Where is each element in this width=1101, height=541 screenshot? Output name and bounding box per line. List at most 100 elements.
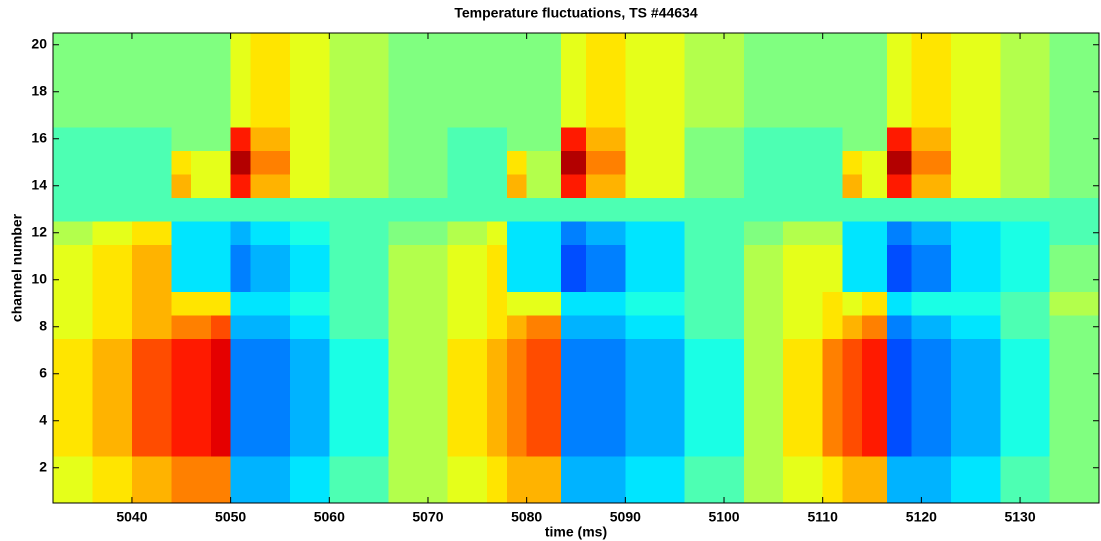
- heatmap-cell: [526, 150, 547, 175]
- heatmap-cell: [561, 127, 587, 152]
- heatmap-cell: [250, 385, 291, 410]
- heatmap-cell: [743, 432, 784, 457]
- heatmap-cell: [842, 409, 863, 434]
- heatmap-cell: [191, 80, 212, 105]
- heatmap-cell: [822, 174, 844, 199]
- heatmap-cell: [171, 33, 192, 58]
- heatmap-cell: [53, 315, 94, 340]
- heatmap-cell: [230, 33, 251, 58]
- y-tick-label: 20: [31, 35, 47, 51]
- heatmap-cell: [783, 244, 824, 269]
- heatmap-cell: [862, 315, 888, 340]
- heatmap-cell: [53, 33, 94, 58]
- heatmap-cell: [743, 150, 784, 175]
- heatmap-cell: [1000, 385, 1051, 410]
- heatmap-cell: [684, 338, 745, 363]
- heatmap-cell: [171, 174, 192, 199]
- heatmap-cell: [131, 244, 173, 269]
- heatmap-cell: [842, 268, 863, 293]
- heatmap-cell: [546, 197, 562, 222]
- heatmap-cell: [191, 362, 212, 387]
- heatmap-cell: [506, 103, 528, 128]
- heatmap-cell: [585, 479, 626, 504]
- heatmap-cell: [546, 80, 562, 105]
- heatmap-cell: [546, 268, 562, 293]
- heatmap-cell: [53, 56, 94, 81]
- heatmap-cell: [561, 479, 587, 504]
- heatmap-cell: [388, 456, 449, 481]
- heatmap-cell: [950, 103, 1001, 128]
- heatmap-cell: [210, 127, 232, 152]
- heatmap-cell: [1049, 174, 1100, 199]
- heatmap-cell: [191, 150, 212, 175]
- heatmap-cell: [289, 221, 330, 246]
- heatmap-cell: [506, 291, 528, 316]
- heatmap-cell: [388, 221, 449, 246]
- heatmap-cell: [546, 315, 562, 340]
- heatmap-cell: [329, 80, 390, 105]
- heatmap-cell: [684, 127, 745, 152]
- heatmap-cell: [506, 479, 528, 504]
- heatmap-cell: [743, 80, 784, 105]
- heatmap-cell: [743, 456, 784, 481]
- heatmap-cell: [250, 80, 291, 105]
- heatmap-cell: [191, 174, 212, 199]
- heatmap-cell: [447, 127, 488, 152]
- heatmap-cell: [487, 56, 508, 81]
- heatmap-cell: [191, 33, 212, 58]
- heatmap-cell: [171, 244, 192, 269]
- heatmap-cell: [388, 338, 449, 363]
- heatmap-cell: [250, 362, 291, 387]
- heatmap-cell: [585, 221, 626, 246]
- heatmap-cell: [230, 56, 251, 81]
- heatmap-cell: [329, 56, 390, 81]
- heatmap-cell: [53, 268, 94, 293]
- heatmap-cell: [862, 150, 888, 175]
- heatmap-cell: [1000, 268, 1051, 293]
- heatmap-cell: [53, 174, 94, 199]
- heatmap-cell: [862, 221, 888, 246]
- heatmap-cell: [329, 221, 390, 246]
- heatmap-cell: [289, 291, 330, 316]
- heatmap-cell: [743, 479, 784, 504]
- heatmap-cell: [585, 362, 626, 387]
- heatmap-cell: [911, 127, 952, 152]
- heatmap-cell: [1049, 150, 1100, 175]
- heatmap-cell: [783, 33, 824, 58]
- heatmap-cell: [822, 456, 844, 481]
- heatmap-cell: [842, 33, 863, 58]
- heatmap-cell: [487, 174, 508, 199]
- heatmap-cell: [911, 479, 952, 504]
- heatmap-cell: [191, 315, 212, 340]
- heatmap-cell: [388, 385, 449, 410]
- heatmap-cell: [625, 409, 686, 434]
- heatmap-cell: [625, 103, 686, 128]
- heatmap-cell: [783, 150, 824, 175]
- heatmap-cell: [546, 103, 562, 128]
- heatmap-cell: [329, 432, 390, 457]
- heatmap-cell: [546, 362, 562, 387]
- heatmap-cell: [842, 174, 863, 199]
- heatmap-cell: [526, 174, 547, 199]
- heatmap-cell: [1049, 268, 1100, 293]
- heatmap-cell: [92, 56, 133, 81]
- heatmap-cell: [92, 127, 133, 152]
- heatmap-cell: [862, 197, 888, 222]
- heatmap-cell: [585, 432, 626, 457]
- heatmap-cell: [950, 338, 1001, 363]
- heatmap-cell: [210, 315, 232, 340]
- heatmap-cell: [506, 456, 528, 481]
- heatmap-cell: [289, 338, 330, 363]
- heatmap-cell: [911, 291, 952, 316]
- heatmap-cell: [506, 197, 528, 222]
- heatmap-cell: [250, 244, 291, 269]
- heatmap-cell: [230, 291, 251, 316]
- heatmap-cell: [684, 56, 745, 81]
- heatmap-cell: [743, 409, 784, 434]
- heatmap-cell: [289, 479, 330, 504]
- heatmap-cell: [1049, 432, 1100, 457]
- heatmap-cell: [585, 56, 626, 81]
- heatmap-cell: [92, 409, 133, 434]
- heatmap-cell: [487, 33, 508, 58]
- heatmap-cell: [506, 409, 528, 434]
